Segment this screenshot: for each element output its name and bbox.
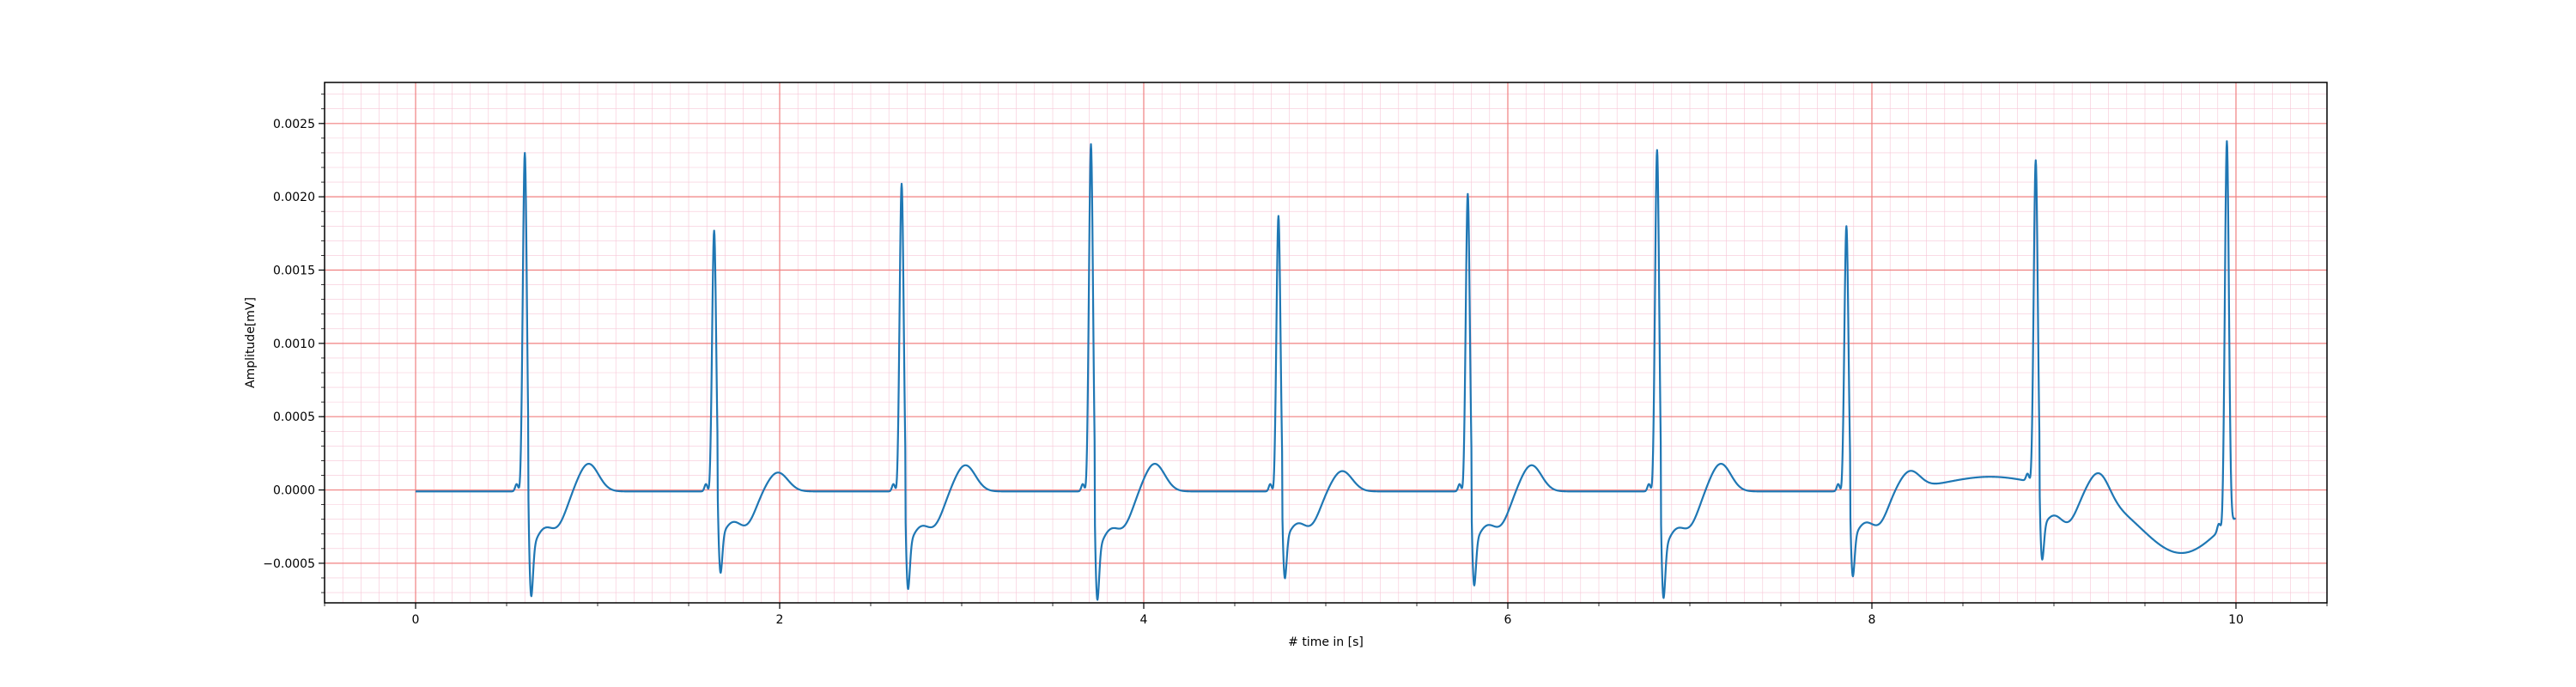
y-tick-label: 0.0000: [273, 484, 315, 498]
y-tick-label: 0.0025: [273, 118, 315, 131]
y-axis: −0.0005 0.0000 0.0005 0.0010 0.0015 0.0020 0.0…: [263, 94, 325, 593]
y-tick-label: 0.0020: [273, 191, 315, 204]
x-axis: 0 2 4 6 8 10: [324, 603, 2328, 627]
y-tick-label: 0.0010: [273, 337, 315, 351]
ecg-signal-line: [415, 140, 2237, 601]
series-layer: [415, 140, 2237, 601]
minor-grid: [324, 82, 2328, 603]
x-tick-label: 10: [2228, 613, 2244, 627]
x-tick-label: 6: [1504, 613, 1512, 627]
x-axis-label: # time in [s]: [1288, 635, 1364, 649]
y-axis-label: Amplitude[mV]: [244, 297, 258, 388]
x-tick-label: 0: [412, 613, 420, 627]
major-grid: [325, 82, 2327, 603]
x-tick-label: 4: [1140, 613, 1148, 627]
y-tick-label: 0.0015: [273, 264, 315, 278]
y-tick-label: 0.0005: [273, 410, 315, 424]
x-tick-label: 2: [776, 613, 784, 627]
x-tick-label: 8: [1868, 613, 1876, 627]
y-tick-label: −0.0005: [263, 557, 315, 571]
